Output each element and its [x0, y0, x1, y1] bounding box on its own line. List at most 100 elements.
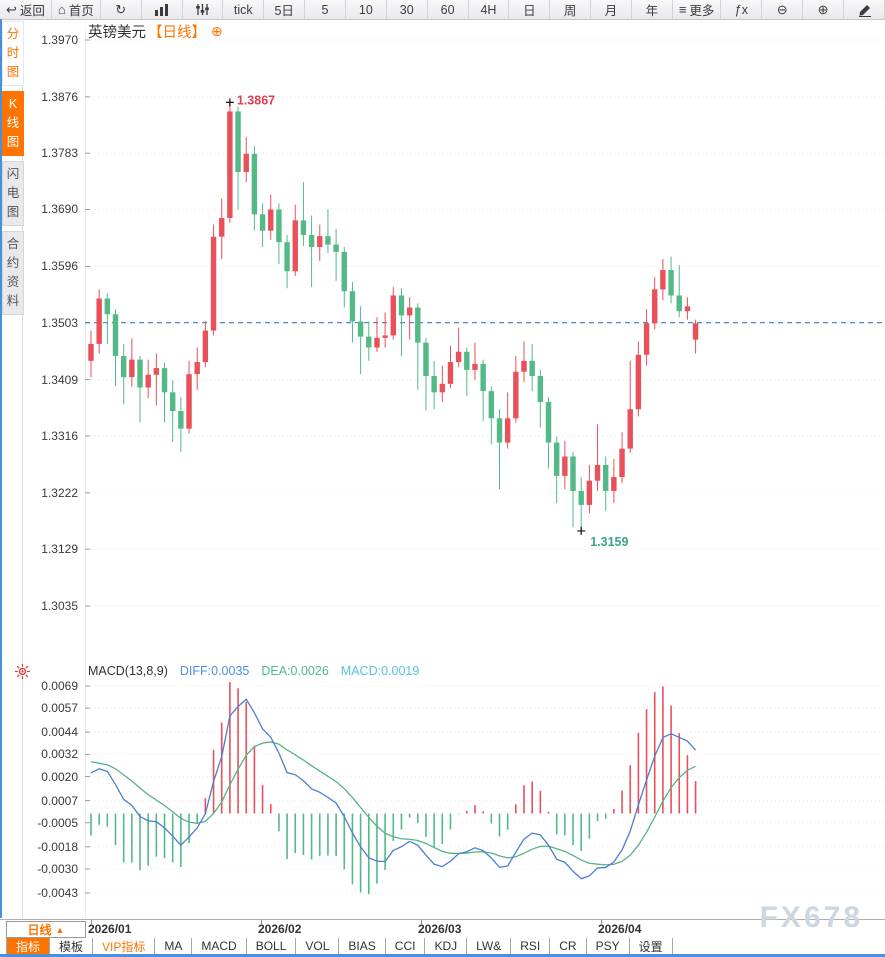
topbar-back-button[interactable]: ↩ 返回: [0, 0, 52, 19]
pencil-icon: [856, 3, 872, 17]
chart-type-sidebar: 分时图 K线图闪电图合约资料: [2, 21, 24, 315]
triangle-up-icon: ▲: [55, 924, 65, 935]
topbar-day-label: 日: [523, 4, 536, 18]
sidebar-divider: [22, 19, 23, 918]
indicator-button-lw[interactable]: LW&: [467, 938, 512, 954]
macd-tick-label: -0.0018: [37, 839, 78, 854]
topbar-draw-button[interactable]: [844, 0, 885, 19]
indicator-button-template[interactable]: 模板: [50, 938, 94, 954]
indicator-button-kdj[interactable]: KDJ: [425, 938, 468, 954]
topbar-fx-label: ƒx: [734, 2, 748, 17]
period-selector[interactable]: 日线 ▲: [6, 921, 86, 938]
month-tick-mark: [91, 920, 92, 924]
indicator-button-rsi[interactable]: RSI: [511, 938, 551, 954]
indicator-button-ma[interactable]: MA: [155, 938, 193, 954]
price-tick-label: 1.3503: [41, 315, 78, 330]
month-tick-mark: [421, 920, 422, 924]
indicator-button-cci[interactable]: CCI: [386, 938, 426, 954]
indicator-toolbar: 指标 模板 VIP指标 MA MACD BOLL VOL BIAS CCI KDJ LW& RSI CR…: [0, 938, 885, 954]
topbar-year-label: 年: [645, 4, 659, 18]
indicator-button-macd[interactable]: MACD: [192, 938, 247, 954]
svg-text:1.3159: 1.3159: [590, 535, 628, 549]
price-tick-label: 1.3035: [41, 599, 78, 613]
topbar-zoom-in-button[interactable]: ⊕: [803, 0, 845, 19]
plot-left-divider: [85, 30, 86, 918]
indicator-button-boll[interactable]: BOLL: [247, 938, 297, 954]
price-tick-label: 1.3876: [41, 89, 78, 104]
price-tick-label: 1.3970: [41, 33, 78, 47]
topbar-4h-button[interactable]: 4H: [469, 0, 510, 19]
topbar-chart-style-button[interactable]: [142, 0, 183, 19]
topbar-5min-button[interactable]: 5: [305, 0, 346, 19]
price-tick-label: 1.3129: [41, 542, 78, 557]
sidebar-tab-lightning-chart[interactable]: 闪电图: [2, 161, 24, 226]
macd-tick-label: 0.0007: [41, 793, 78, 808]
topbar-10min-label: 10: [358, 2, 373, 17]
fx678-watermark: FX678: [759, 901, 863, 934]
bar-chart-icon: [154, 3, 169, 16]
indicator-button-settings[interactable]: 设置: [630, 938, 673, 954]
month-tick-mark: [261, 920, 262, 924]
topbar-more-label: 更多: [689, 4, 715, 18]
add-to-favorites-icon[interactable]: ⊕: [211, 23, 223, 39]
svg-text:1.3867: 1.3867: [237, 93, 275, 107]
topbar-year-button[interactable]: 年: [632, 0, 673, 19]
topbar-tick-button[interactable]: tick: [223, 0, 265, 19]
zoom-out-icon: ⊖: [776, 2, 788, 17]
topbar-week-button[interactable]: 周: [550, 0, 592, 19]
indicator-button-vol[interactable]: VOL: [296, 938, 340, 954]
indicator-button-psy[interactable]: PSY: [587, 938, 630, 954]
sidebar-tab-time-share-chart[interactable]: 分时图: [2, 21, 24, 86]
indicator-button-bias[interactable]: BIAS: [339, 938, 386, 954]
sidebar-tab-kline-chart[interactable]: K线图: [2, 91, 24, 156]
price-tick-label: 1.3409: [41, 372, 78, 387]
topbar-month-label: 月: [604, 4, 618, 18]
macd-header: MACD(13,8,9) DIFF:0.0035 DEA:0.0026 MACD…: [88, 664, 419, 678]
topbar-30min-button[interactable]: 30: [387, 0, 428, 19]
macd-tick-label: -0.0030: [37, 861, 78, 876]
refresh-icon: ↻: [115, 2, 127, 17]
macd-tick-label: 0.0044: [41, 725, 78, 740]
price-tick-label: 1.3316: [41, 428, 78, 443]
macd-dea-value: DEA:0.0026: [261, 664, 329, 678]
window-left-edge: [0, 19, 2, 918]
macd-bar-value: MACD:0.0019: [340, 664, 420, 678]
topbar-refresh-button[interactable]: ↻: [101, 0, 142, 19]
topbar-home-label: 首页: [68, 4, 94, 18]
topbar-10min-button[interactable]: 10: [346, 0, 387, 19]
sidebar-tab-contract-info[interactable]: 合约资料: [2, 231, 24, 315]
month-label: 2026/03: [418, 922, 462, 936]
chart-title: 英镑美元 【日线】 ⊕: [88, 21, 223, 42]
topbar-month-button[interactable]: 月: [591, 0, 632, 19]
topbar-60min-label: 60: [440, 2, 455, 17]
top-toolbar: ↩ 返回 ⌂ 首页 ↻ tick 5日 5 10 30 60 4H 日周月年 ≡ 更多 ƒx ⊖ ⊕: [0, 0, 885, 20]
topbar-5d-label: 5日: [274, 4, 294, 18]
month-label: 2026/04: [598, 922, 642, 936]
topbar-indicator-sliders-button[interactable]: [183, 0, 224, 19]
price-candlestick-pane[interactable]: 1.3867 1.3159: [85, 30, 885, 658]
topbar-5d-button[interactable]: 5日: [264, 0, 306, 19]
topbar-5min-label: 5: [321, 2, 329, 17]
topbar-fx-button[interactable]: ƒx: [721, 0, 763, 19]
macd-tick-label: 0.0069: [41, 679, 78, 693]
period-tag: 【日线】: [148, 25, 206, 41]
indicator-button-cr[interactable]: CR: [550, 938, 587, 954]
indicator-button-indicator[interactable]: 指标: [6, 938, 51, 954]
symbol-name: 英镑美元: [88, 25, 146, 41]
macd-tick-label: 0.0057: [41, 701, 78, 716]
topbar-day-button[interactable]: 日: [509, 0, 551, 19]
macd-indicator-pane[interactable]: [85, 682, 885, 915]
topbar-home-button[interactable]: ⌂ 首页: [52, 0, 101, 19]
topbar-back-label: 返回: [19, 4, 45, 18]
indicator-settings-icon[interactable]: [14, 663, 31, 685]
topbar-zoom-out-button[interactable]: ⊖: [762, 0, 804, 19]
price-tick-label: 1.3222: [41, 485, 78, 500]
indicator-button-vip-indicator[interactable]: VIP指标: [93, 938, 156, 954]
macd-tick-label: -0.0043: [37, 886, 78, 900]
topbar-60min-button[interactable]: 60: [428, 0, 469, 19]
home-icon: ⌂: [57, 2, 66, 17]
macd-tick-label: 0.0020: [41, 769, 78, 784]
topbar-more-button[interactable]: ≡ 更多: [673, 0, 722, 19]
month-tick-mark: [601, 920, 602, 924]
month-label: 2026/01: [88, 922, 132, 936]
